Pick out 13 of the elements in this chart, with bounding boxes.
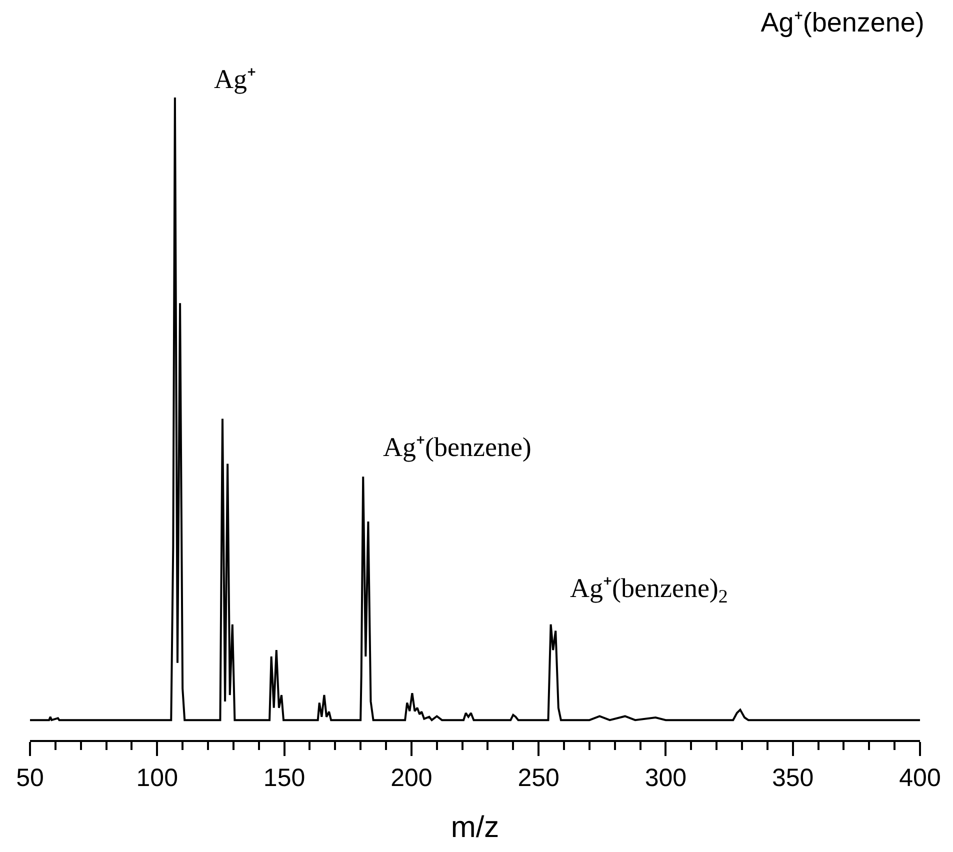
- x-tick-label: 150: [263, 764, 306, 792]
- chart-title: Ag⁺(benzene): [760, 8, 924, 38]
- annotation: Ag⁺(benzene)$_{2}$: [570, 573, 728, 608]
- x-tick-label: 200: [390, 764, 432, 792]
- x-tick-label: 350: [772, 764, 814, 792]
- x-tick-label: 300: [644, 764, 687, 792]
- x-tick-label: 100: [136, 764, 178, 792]
- x-tick-label: 250: [518, 764, 560, 792]
- x-tick-label: 50: [16, 764, 44, 792]
- x-axis-title: m/z: [450, 811, 500, 844]
- x-tick-label: 400: [899, 764, 941, 792]
- annotation: Ag⁺(benzene): [383, 432, 532, 462]
- text: Ag⁺: [214, 64, 256, 94]
